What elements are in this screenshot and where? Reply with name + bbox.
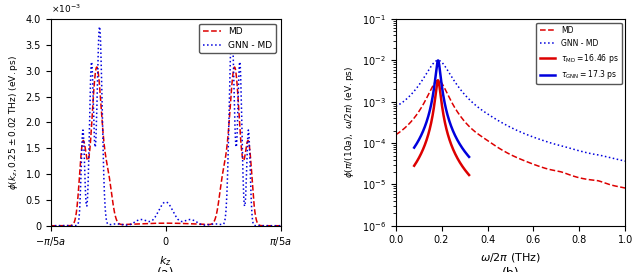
X-axis label: $\omega/2\pi\ \mathrm{(THz)}$: $\omega/2\pi\ \mathrm{(THz)}$	[480, 251, 541, 264]
MD	[276, 224, 284, 227]
Y-axis label: $\phi(k_z, 0.25\pm0.02\ \mathrm{THz})\ \mathrm{(eV.ps)}$: $\phi(k_z, 0.25\pm0.02\ \mathrm{THz})\ \…	[7, 55, 20, 190]
MD	[47, 224, 54, 227]
GNN - MD	[59, 224, 67, 227]
GNN - MD	[47, 224, 54, 227]
Legend: MD, GNN - MD: MD, GNN - MD	[200, 24, 276, 53]
GNN - MD	[88, 61, 95, 64]
Text: (a): (a)	[157, 267, 175, 272]
GNN - MD	[276, 224, 284, 227]
Text: $\times 10^{-3}$: $\times 10^{-3}$	[51, 2, 81, 15]
GNN - MD	[221, 220, 228, 223]
Y-axis label: $\phi(\pi/(10a),\ \omega/2\pi)\ \mathrm{(eV.ps)}$: $\phi(\pi/(10a),\ \omega/2\pi)\ \mathrm{…	[343, 66, 356, 178]
Legend: MD, GNN - MD, $\tau_{\mathrm{MD}}=16.46\ \mathrm{ps}$, $\tau_{\mathrm{GNN}}=17.3: MD, GNN - MD, $\tau_{\mathrm{MD}}=16.46\…	[536, 23, 621, 84]
Text: (b): (b)	[502, 267, 519, 272]
X-axis label: $k_z$: $k_z$	[159, 254, 172, 268]
MD	[93, 65, 100, 69]
MD	[151, 222, 159, 225]
Line: GNN - MD: GNN - MD	[51, 27, 280, 226]
MD	[106, 182, 114, 185]
MD	[201, 223, 209, 226]
Line: MD: MD	[51, 67, 280, 226]
MD	[88, 127, 95, 130]
MD	[220, 163, 228, 166]
GNN - MD	[152, 215, 159, 218]
MD	[183, 222, 191, 225]
GNN - MD	[107, 223, 115, 226]
GNN - MD	[183, 218, 191, 222]
GNN - MD	[95, 25, 103, 28]
GNN - MD	[201, 224, 209, 227]
